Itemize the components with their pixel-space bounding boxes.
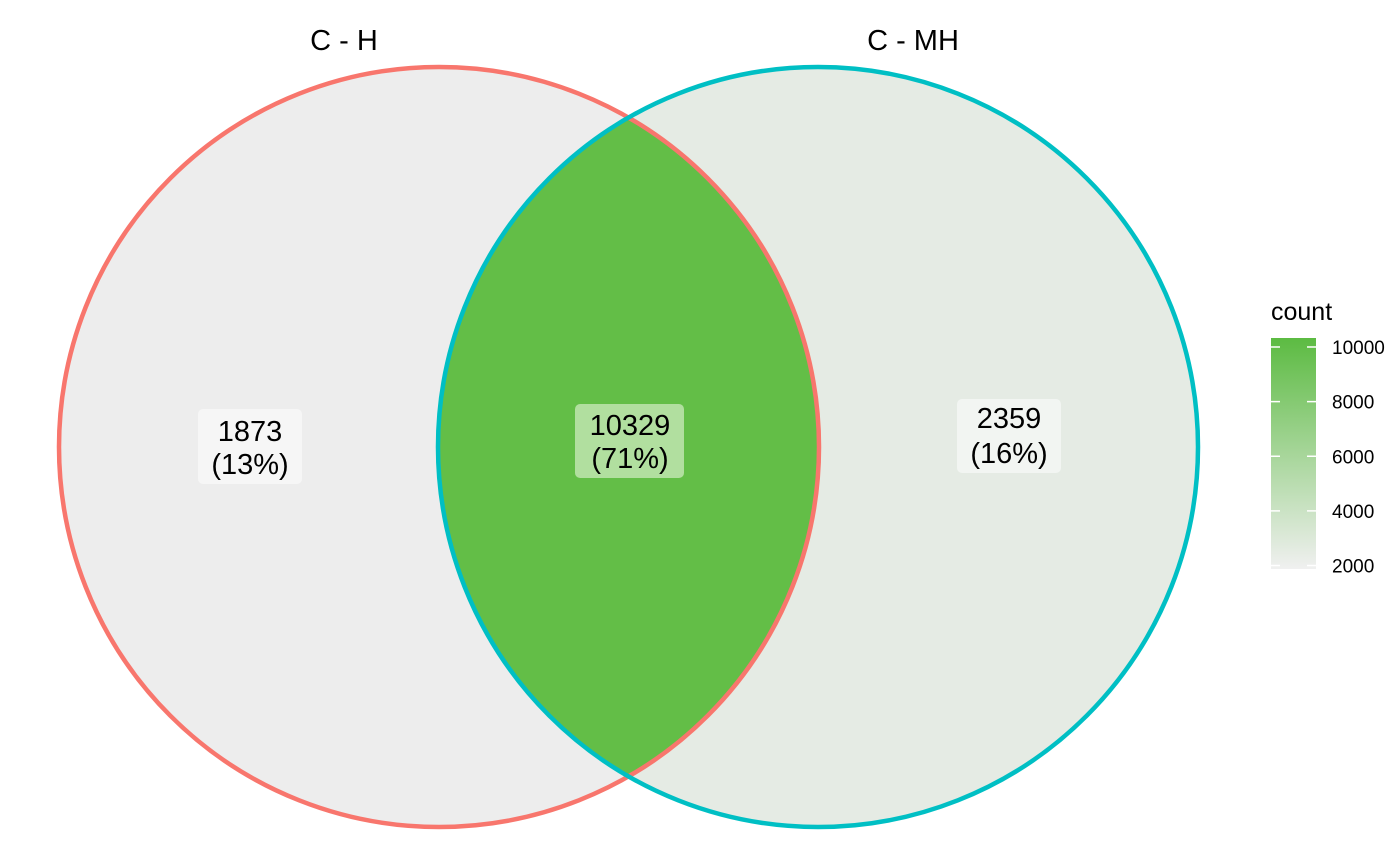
legend-tick-label: 8000 bbox=[1332, 393, 1374, 414]
region-label-only-c-h: 1873 (13%) bbox=[198, 409, 302, 484]
legend-title: count bbox=[1271, 298, 1332, 326]
region-count: 2359 bbox=[977, 403, 1042, 435]
legend-tick-label: 6000 bbox=[1332, 447, 1374, 468]
legend-tick-label: 4000 bbox=[1332, 502, 1374, 523]
region-count: 10329 bbox=[590, 410, 671, 442]
region-percent: (13%) bbox=[211, 449, 288, 481]
region-percent: (71%) bbox=[591, 443, 668, 475]
set-outline-c-h bbox=[56, 64, 822, 830]
legend-tick-label: 2000 bbox=[1332, 557, 1374, 578]
color-legend: count 2000 4000 6000 8000 10000 bbox=[1271, 298, 1385, 578]
label-box bbox=[575, 404, 684, 478]
region-label-only-c-mh: 2359 (16%) bbox=[957, 399, 1061, 473]
region-percent: (16%) bbox=[970, 438, 1047, 470]
legend-ticks: 2000 4000 6000 8000 10000 bbox=[1271, 338, 1385, 578]
set-title-c-mh: C - MH bbox=[867, 25, 959, 57]
region-count: 1873 bbox=[218, 416, 283, 448]
set-title-c-h: C - H bbox=[310, 25, 378, 57]
legend-tick-label: 10000 bbox=[1332, 338, 1385, 359]
legend-colorbar bbox=[1271, 338, 1316, 569]
label-box bbox=[957, 399, 1061, 473]
region-label-intersection: 10329 (71%) bbox=[575, 404, 684, 478]
label-box bbox=[198, 409, 302, 484]
set-outline-c-mh bbox=[435, 64, 1201, 830]
